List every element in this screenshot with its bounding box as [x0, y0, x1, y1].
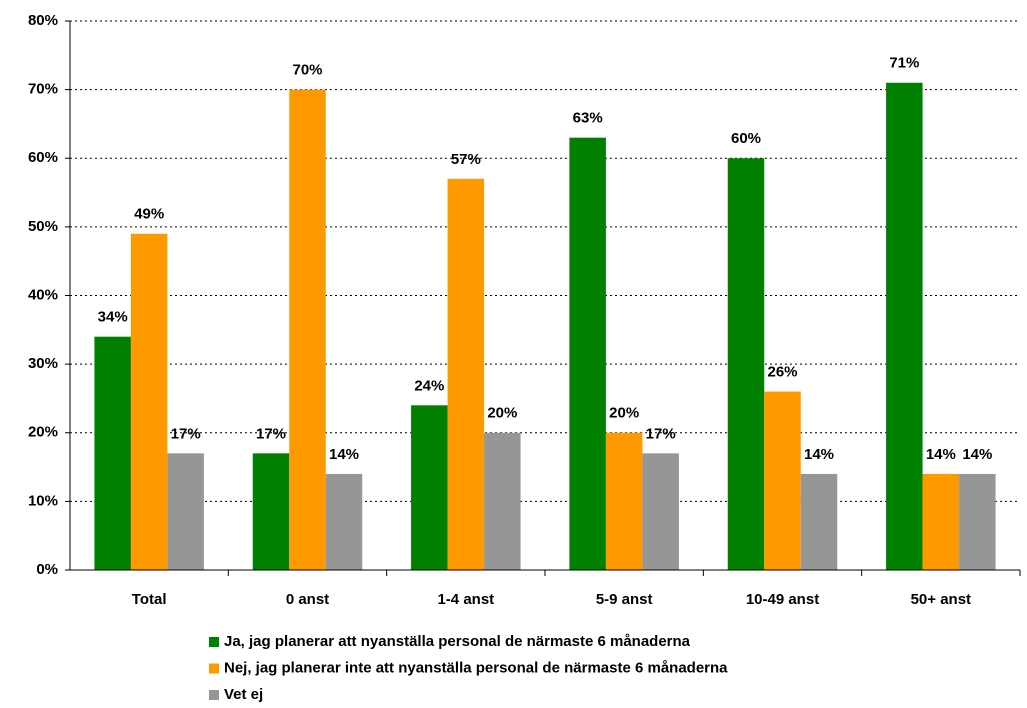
- legend-label: Nej, jag planerar inte att nyanställa pe…: [224, 659, 728, 676]
- y-tick-label: 50%: [28, 218, 58, 235]
- y-tick-label: 10%: [28, 492, 58, 509]
- y-tick-label: 30%: [28, 355, 58, 372]
- bar: [325, 473, 363, 570]
- data-label: 34%: [98, 309, 128, 326]
- data-label: 20%: [609, 405, 639, 422]
- y-tick-label: 40%: [28, 286, 58, 303]
- legend-swatch: [209, 637, 219, 647]
- bar: [94, 336, 131, 570]
- data-label: 70%: [292, 62, 322, 79]
- y-tick-label: 70%: [28, 81, 58, 98]
- bar: [569, 137, 606, 570]
- y-tick-label: 0%: [36, 561, 58, 578]
- bar: [764, 391, 801, 570]
- data-label: 14%: [962, 446, 992, 463]
- data-label: 57%: [451, 151, 481, 168]
- x-tick-label: 1-4 anst: [437, 591, 494, 608]
- bar: [886, 82, 923, 570]
- y-tick-label: 60%: [28, 149, 58, 166]
- bar: [130, 233, 168, 571]
- bar: [167, 453, 204, 570]
- x-tick-label: 0 anst: [286, 591, 329, 608]
- legend-label: Ja, jag planerar att nyanställa personal…: [224, 633, 691, 650]
- bar: [411, 405, 448, 570]
- y-tick-label: 20%: [28, 424, 58, 441]
- data-label: 14%: [926, 446, 956, 463]
- x-tick-label: 50+ anst: [911, 591, 971, 608]
- data-label: 17%: [256, 425, 286, 442]
- data-label: 17%: [646, 425, 676, 442]
- y-tick-label: 80%: [28, 12, 58, 29]
- data-label: 14%: [329, 446, 359, 463]
- data-label: 24%: [414, 377, 444, 394]
- x-tick-label: Total: [132, 591, 167, 608]
- bar: [252, 453, 290, 570]
- data-label: 60%: [731, 130, 761, 147]
- legend-swatch: [209, 690, 219, 700]
- bar: [605, 432, 643, 570]
- legend-label: Vet ej: [224, 686, 263, 703]
- bar: [727, 158, 765, 570]
- data-label: 71%: [889, 55, 919, 72]
- data-label: 26%: [767, 364, 797, 381]
- bar: [289, 89, 326, 570]
- data-label: 17%: [171, 425, 201, 442]
- data-label: 20%: [487, 405, 517, 422]
- bar: [447, 178, 485, 570]
- x-tick-label: 10-49 anst: [746, 591, 819, 608]
- data-label: 63%: [573, 110, 603, 127]
- x-tick-label: 5-9 anst: [596, 591, 653, 608]
- data-label: 14%: [804, 446, 834, 463]
- bar: [484, 432, 521, 570]
- data-label: 49%: [134, 206, 164, 223]
- legend-swatch: [209, 663, 219, 674]
- bar: [922, 473, 960, 570]
- bar: [800, 473, 838, 570]
- bar: [959, 473, 996, 570]
- bar: [642, 453, 679, 570]
